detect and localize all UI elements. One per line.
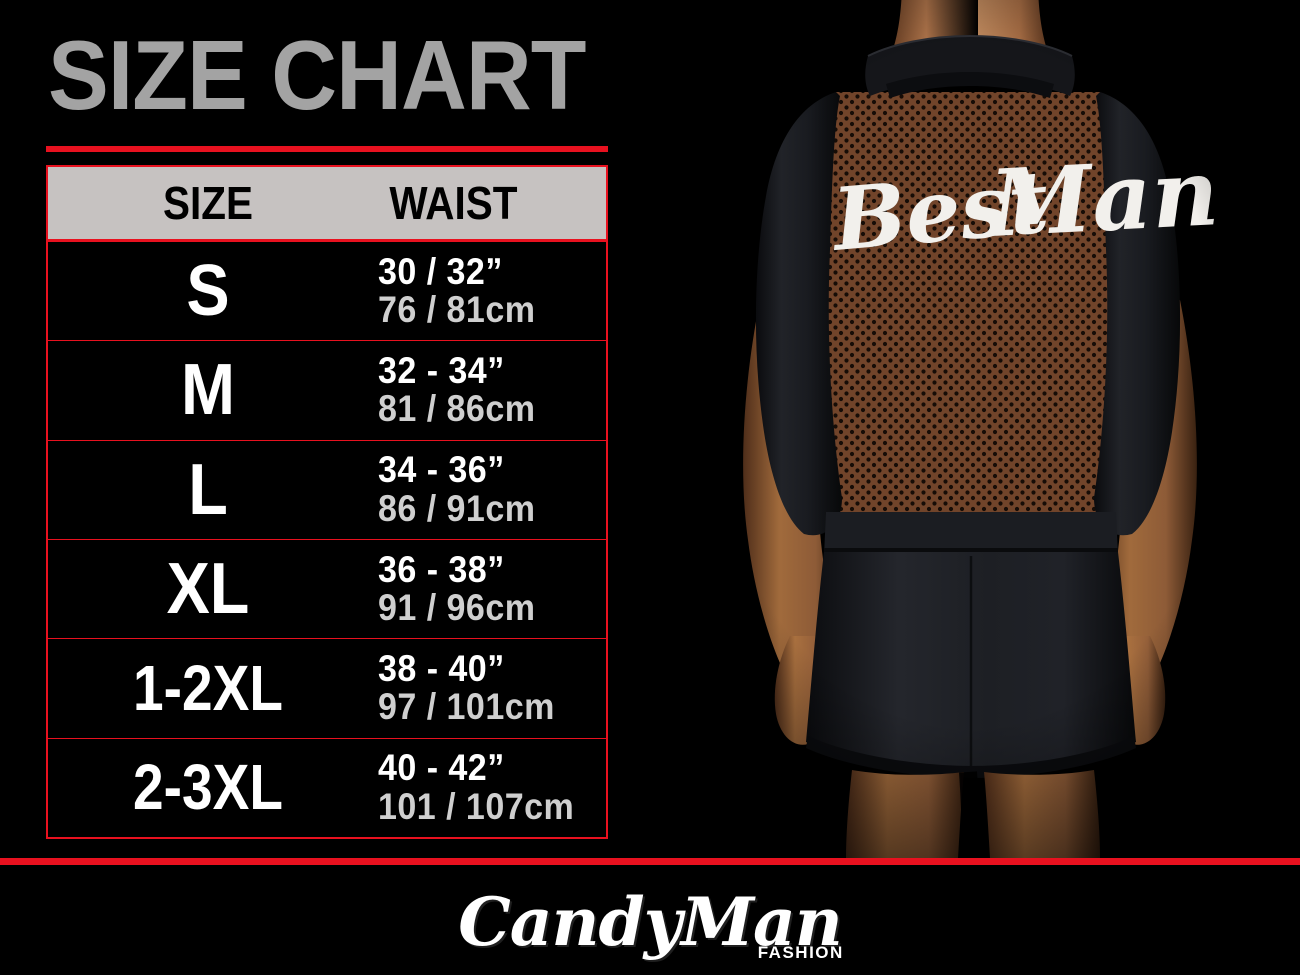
waist-inches: 38 - 40”	[378, 648, 505, 689]
cell-size: L	[188, 449, 228, 530]
table-row: 1-2XL 38 - 40” 97 / 101cm	[48, 638, 606, 737]
table-row: XL 36 - 38” 91 / 96cm	[48, 538, 606, 638]
waist-cm: 86 / 91cm	[378, 487, 536, 529]
title-divider-rule	[46, 146, 608, 152]
cell-waist: 30 / 32” 76 / 81cm	[368, 250, 606, 331]
brand-name: CandyMan	[458, 882, 843, 961]
page-title: SIZE CHART	[48, 20, 586, 130]
cell-waist: 40 - 42” 101 / 107cm	[368, 747, 606, 827]
column-header-size: SIZE	[163, 177, 253, 229]
column-header-waist: WAIST	[389, 177, 518, 229]
table-row: L 34 - 36” 86 / 91cm	[48, 439, 606, 539]
waist-cm: 81 / 86cm	[378, 388, 536, 430]
product-photo: Best Man	[640, 0, 1300, 858]
cell-waist: 36 - 38” 91 / 96cm	[368, 548, 606, 629]
cell-size: 2-3XL	[133, 751, 283, 824]
waist-inches: 40 - 42”	[378, 747, 505, 789]
cell-waist: 34 - 36” 86 / 91cm	[368, 449, 606, 529]
cell-size: XL	[166, 548, 250, 629]
waist-inches: 32 - 34”	[378, 350, 505, 392]
table-header-row: SIZE WAIST	[48, 167, 606, 241]
cell-size: M	[181, 350, 235, 431]
waist-cm: 97 / 101cm	[378, 686, 555, 728]
cell-size: S	[186, 250, 230, 331]
product-photo-illustration: Best Man	[640, 0, 1300, 858]
waist-inches: 34 - 36”	[378, 449, 505, 491]
brand-logo: CandyMan FASHION	[0, 868, 1300, 975]
waist-cm: 91 / 96cm	[378, 587, 536, 629]
waist-inches: 36 - 38”	[378, 548, 505, 590]
cell-waist: 32 - 34” 81 / 86cm	[368, 350, 606, 430]
size-table: SIZE WAIST S 30 / 32” 76 / 81cm M 32 - 3…	[46, 165, 608, 839]
waist-cm: 76 / 81cm	[378, 289, 536, 331]
waist-inches: 30 / 32”	[378, 250, 503, 292]
waist-cm: 101 / 107cm	[378, 785, 575, 827]
size-chart-panel: SIZE CHART SIZE WAIST S 30 / 32” 76 / 81…	[0, 0, 640, 860]
cell-size: 1-2XL	[133, 652, 283, 725]
table-row: 2-3XL 40 - 42” 101 / 107cm	[48, 737, 606, 837]
cell-waist: 38 - 40” 97 / 101cm	[368, 648, 606, 728]
table-row: S 30 / 32” 76 / 81cm	[48, 241, 606, 340]
footer-divider-rule	[0, 858, 1300, 865]
table-row: M 32 - 34” 81 / 86cm	[48, 340, 606, 439]
brand-tagline: FASHION	[757, 942, 844, 962]
